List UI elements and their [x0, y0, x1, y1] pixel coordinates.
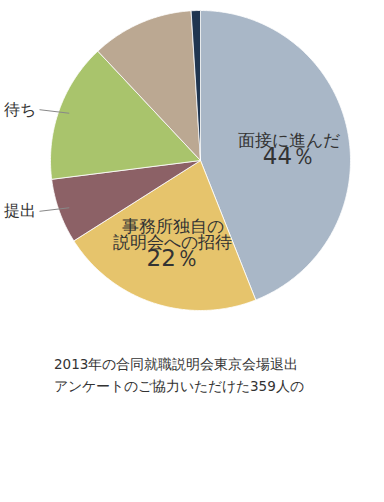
svg-text:44％: 44％ — [263, 143, 315, 169]
svg-text:提出: 提出 — [4, 201, 36, 220]
svg-text:待ち: 待ち — [4, 100, 36, 119]
svg-text:22％: 22％ — [147, 245, 199, 271]
